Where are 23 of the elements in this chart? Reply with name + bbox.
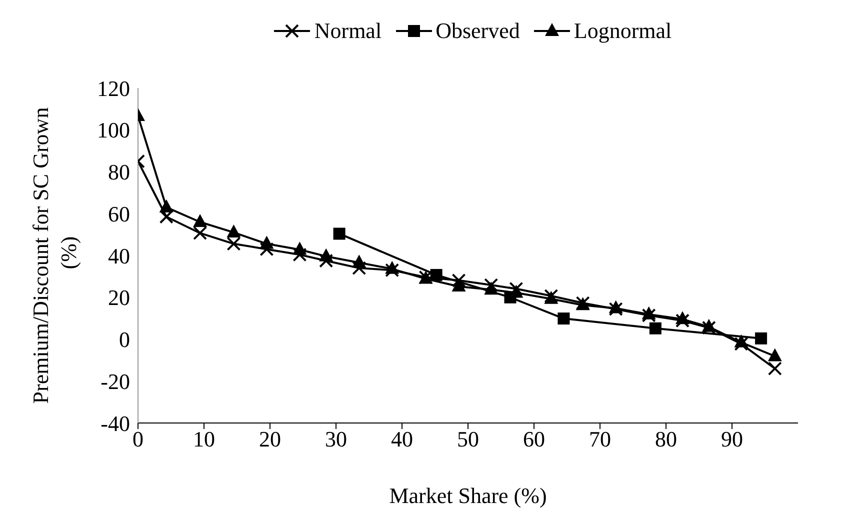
y-tick-label: -40: [100, 410, 130, 436]
legend-label: Normal: [314, 18, 382, 44]
y-tick-label: 80: [108, 160, 130, 185]
x-tick-label: 10: [193, 426, 215, 452]
y-tick-label: 120: [97, 76, 130, 101]
x-tick-label: 70: [589, 426, 611, 452]
y-tick-label: 20: [108, 285, 130, 310]
y-tick-label: 40: [108, 243, 130, 268]
x-tick-label: 40: [391, 426, 413, 452]
y-tick-label: 100: [97, 118, 130, 143]
x-tick-label: 30: [325, 426, 347, 452]
y-tick-label: 0: [119, 327, 130, 352]
legend-label: Lognormal: [574, 18, 672, 44]
legend-label: Observed: [436, 18, 520, 44]
y-tick-label: -20: [100, 368, 130, 394]
x-tick-label: 60: [523, 426, 545, 452]
y-axis-title: Premium/Discount for SC Grown (%): [28, 107, 81, 404]
x-tick-label: 80: [655, 426, 677, 452]
x-tick-label: 20: [259, 426, 281, 452]
y-tick-label: 60: [108, 201, 130, 226]
x-tick-label: 50: [457, 426, 479, 452]
x-tick-label: 90: [721, 426, 743, 452]
x-axis-title: Market Share (%): [389, 483, 547, 508]
